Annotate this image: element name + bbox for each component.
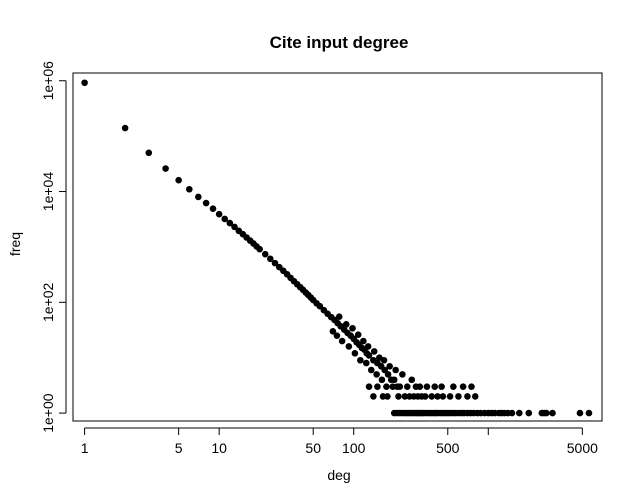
x-tick-label: 5000 [567,440,598,456]
data-point [226,219,234,227]
data-point [455,393,462,400]
data-point [423,383,431,390]
data-point [162,165,169,172]
data-point [525,409,533,417]
data-point [438,383,445,390]
data-point [342,321,350,328]
data-point [362,359,370,367]
x-tick-label: 500 [436,440,460,456]
data-point [421,393,429,400]
data-point [360,337,367,345]
data-point [202,199,210,207]
x-tick-label: 50 [305,440,321,456]
data-point [345,343,353,350]
data-point [370,348,378,355]
data-point [349,324,356,332]
data-point [396,383,404,390]
data-point [392,366,399,374]
data-point [145,149,153,157]
data-point [446,393,454,400]
data-point [428,393,436,400]
data-point [403,383,411,390]
data-point [271,259,279,267]
y-axis: 1e+00 1e+02 1e+04 1e+06 [40,61,67,433]
data-point [431,383,439,390]
data-point [549,409,556,417]
data-point [261,250,269,258]
data-point [468,383,475,390]
y-tick-label: 1e+06 [40,61,56,101]
data-point [186,185,193,193]
data-point [434,393,441,400]
data-point [351,350,359,357]
data-point [354,331,362,339]
data-point [209,205,217,212]
data-point [508,409,516,417]
data-point [316,302,324,310]
data-point [195,193,202,201]
chart-title: Cite input degree [270,33,409,52]
y-axis-label: freq [7,232,23,256]
data-point [416,383,424,390]
data-point [367,366,375,374]
data-point [390,376,398,384]
data-point [515,409,523,417]
data-point [121,124,129,132]
data-point [81,79,88,87]
data-point [364,343,372,350]
data-point [231,223,238,231]
data-point [333,332,341,339]
data-point [384,371,392,378]
data-point [329,327,337,335]
plot-frame [72,72,603,422]
data-point [585,409,593,417]
x-axis-label: deg [327,467,350,483]
data-point [374,383,381,390]
data-point [370,393,377,400]
data-point [399,371,406,378]
data-point [389,383,397,390]
data-point [380,356,388,364]
data-point [471,393,479,400]
x-tick-label: 1 [81,440,89,456]
data-point [215,210,223,218]
x-tick-label: 10 [211,440,227,456]
data-point [338,337,346,345]
y-tick-label: 1e+02 [40,282,56,322]
x-tick-label: 5 [175,440,183,456]
x-tick-label: 100 [342,440,366,456]
data-point [383,383,390,390]
data-point [386,362,393,370]
data-point [357,356,364,364]
data-points [81,79,593,417]
data-point [450,383,457,390]
data-point [365,383,373,390]
data-point [576,409,584,417]
y-tick-label: 1e+00 [40,393,56,433]
data-point [267,255,274,263]
data-point [365,352,373,359]
data-point [335,313,343,320]
data-point [543,409,550,417]
data-point [395,393,402,400]
data-point [175,176,182,184]
y-tick-label: 1e+04 [40,172,56,212]
data-point [401,393,409,400]
data-point [464,393,471,400]
data-point [384,393,391,400]
data-point [373,371,380,378]
data-point [459,383,467,390]
data-point [256,245,263,253]
data-point [221,215,229,223]
data-point [439,393,447,400]
x-axis: 1 5 10 50 100 500 5000 [81,427,598,456]
data-point [408,376,416,384]
data-point [378,376,386,384]
